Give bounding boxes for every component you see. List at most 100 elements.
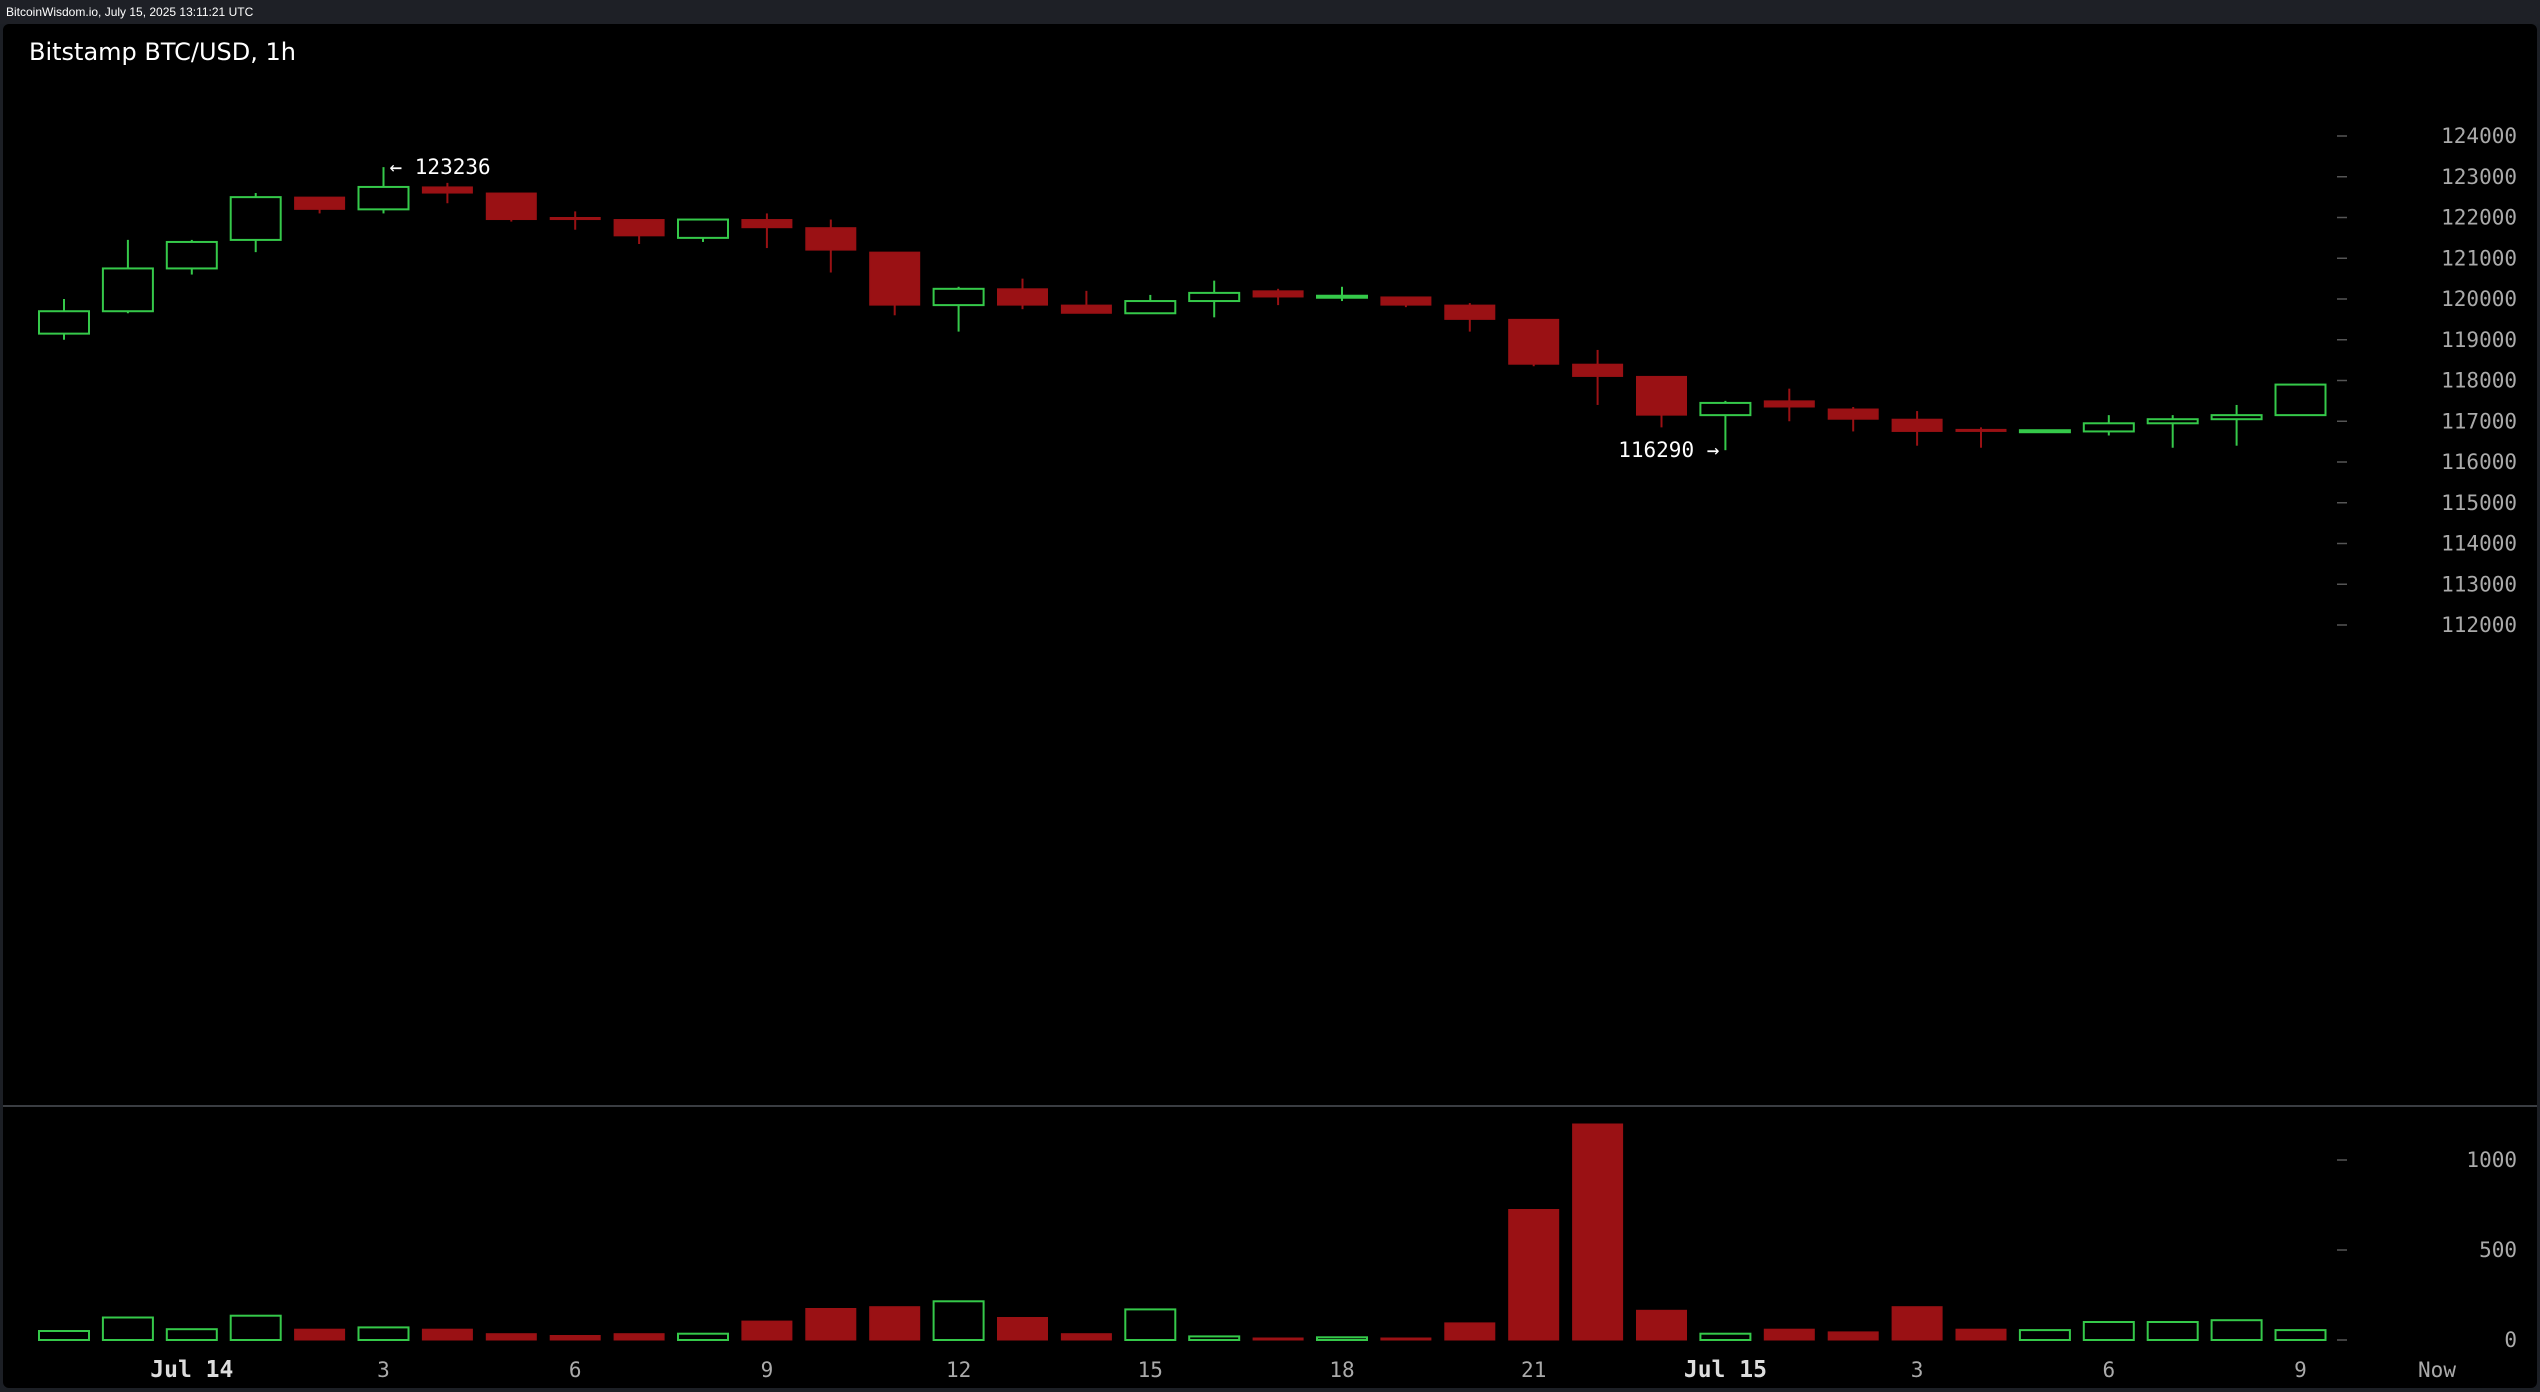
candle-body-up bbox=[1124, 300, 1177, 315]
candle-body-down bbox=[1060, 304, 1112, 314]
candle-body-up bbox=[2018, 429, 2071, 434]
candle-body-down bbox=[1508, 318, 1560, 365]
volume-bar-down bbox=[549, 1335, 601, 1341]
time-tick-label: Jul 14 bbox=[150, 1357, 233, 1383]
volume-bar-up bbox=[677, 1332, 729, 1341]
price-tick-label: 124000 bbox=[2441, 124, 2517, 148]
candle-body-up bbox=[1316, 294, 1368, 299]
candle-body-down bbox=[805, 227, 857, 251]
candle-body-down bbox=[1444, 304, 1496, 320]
volume-bar-up bbox=[2018, 1329, 2071, 1341]
volume-bar-down bbox=[1636, 1309, 1687, 1341]
caption-bar: BitcoinWisdom.io, July 15, 2025 13:11:21… bbox=[0, 0, 2540, 24]
volume-bar-down bbox=[869, 1306, 921, 1341]
chart-panel[interactable]: 112000 113000 114000 115000 116000 117000 1180… bbox=[3, 24, 2537, 1388]
time-tick-label: 12 bbox=[946, 1358, 971, 1382]
volume-bar-down bbox=[997, 1317, 1048, 1341]
candle-body-down bbox=[1380, 296, 1432, 306]
volume-bar-down bbox=[1572, 1123, 1624, 1341]
volume-bar-up bbox=[1316, 1336, 1368, 1342]
price-annotations: ← 123236 116290 → bbox=[390, 155, 1720, 462]
high-price-label: ← 123236 bbox=[390, 155, 491, 179]
volume-bar-down bbox=[421, 1328, 473, 1341]
candle-body-up bbox=[357, 185, 410, 211]
price-tick-label: 112000 bbox=[2441, 613, 2517, 637]
time-tick-label: 3 bbox=[377, 1358, 390, 1382]
time-tick-label: Jul 15 bbox=[1684, 1357, 1767, 1383]
volume-bar-up bbox=[229, 1314, 282, 1341]
price-candles bbox=[38, 167, 2327, 451]
volume-bar-up bbox=[1124, 1308, 1177, 1342]
time-tick-label: 3 bbox=[1911, 1358, 1924, 1382]
volume-bar-up bbox=[2274, 1329, 2327, 1341]
price-axis: 112000 113000 114000 115000 116000 117000 1180… bbox=[2337, 124, 2517, 637]
candlestick-chart[interactable]: 112000 113000 114000 115000 116000 117000 1180… bbox=[3, 24, 2537, 1388]
candle-body-down bbox=[485, 192, 537, 221]
volume-bar-up bbox=[1699, 1332, 1752, 1341]
volume-bar-up bbox=[2082, 1321, 2135, 1341]
candle-body-down bbox=[1636, 375, 1687, 416]
price-tick-label: 122000 bbox=[2441, 206, 2517, 230]
time-tick-label: 15 bbox=[1138, 1358, 1163, 1382]
price-tick-label: 117000 bbox=[2441, 409, 2517, 433]
volume-axis: 0 500 1000 bbox=[2337, 1148, 2517, 1352]
candle-body-down bbox=[1955, 428, 2007, 432]
candle-body-up bbox=[229, 196, 282, 241]
candle-body-up bbox=[2082, 422, 2135, 433]
price-tick-label: 123000 bbox=[2441, 165, 2517, 189]
time-axis: Jul 14 3 6 9 12 15 18 21 Jul 15 3 6 9 Now bbox=[150, 1357, 2456, 1383]
volume-tick-label: 500 bbox=[2479, 1238, 2517, 1262]
volume-bar-up bbox=[38, 1330, 90, 1341]
candle-body-down bbox=[1891, 418, 1943, 432]
price-tick-label: 116000 bbox=[2441, 450, 2517, 474]
volume-bar-up bbox=[1188, 1335, 1241, 1342]
candle-body-up bbox=[101, 267, 154, 313]
price-tick-label: 121000 bbox=[2441, 246, 2517, 270]
volume-bar-up bbox=[2210, 1319, 2263, 1341]
candle-body-up bbox=[165, 240, 218, 270]
price-tick-label: 113000 bbox=[2441, 572, 2517, 596]
volume-bar-down bbox=[1508, 1209, 1560, 1341]
volume-tick-label: 1000 bbox=[2466, 1148, 2517, 1172]
price-tick-label: 115000 bbox=[2441, 491, 2517, 515]
candle-body-down bbox=[294, 196, 346, 210]
volume-bar-up bbox=[165, 1328, 218, 1341]
price-tick-label: 114000 bbox=[2441, 532, 2517, 556]
volume-bar-up bbox=[932, 1300, 985, 1342]
candle-body-up bbox=[1188, 291, 1241, 303]
candle-body-down bbox=[869, 251, 921, 306]
candle-body-up bbox=[1699, 401, 1752, 417]
volume-bar-down bbox=[294, 1328, 346, 1341]
volume-bar-down bbox=[1827, 1331, 1879, 1341]
candle-body-down bbox=[997, 288, 1048, 306]
candle-body-up bbox=[932, 287, 985, 307]
price-tick-label: 118000 bbox=[2441, 369, 2517, 393]
time-tick-label: 18 bbox=[1329, 1358, 1354, 1382]
volume-bar-down bbox=[1763, 1328, 1815, 1341]
volume-bar-down bbox=[485, 1333, 537, 1341]
volume-bars bbox=[38, 1123, 2327, 1342]
chart-title: Bitstamp BTC/USD, 1h bbox=[29, 38, 296, 66]
volume-tick-label: 0 bbox=[2504, 1328, 2517, 1352]
candle-body-up bbox=[677, 218, 729, 239]
candle-body-up bbox=[2210, 414, 2263, 421]
time-tick-label: Now bbox=[2418, 1358, 2456, 1382]
candle-body-down bbox=[1252, 290, 1304, 298]
candle-body-up bbox=[2274, 383, 2327, 417]
volume-bar-up bbox=[357, 1326, 410, 1342]
price-tick-label: 120000 bbox=[2441, 287, 2517, 311]
volume-bar-down bbox=[1380, 1337, 1432, 1341]
low-price-label: 116290 → bbox=[1618, 438, 1719, 462]
time-tick-label: 21 bbox=[1521, 1358, 1546, 1382]
volume-bar-down bbox=[1444, 1322, 1496, 1341]
candle-body-down bbox=[1572, 363, 1624, 377]
price-tick-label: 119000 bbox=[2441, 328, 2517, 352]
volume-bar-down bbox=[1891, 1306, 1943, 1341]
source-caption: BitcoinWisdom.io, July 15, 2025 13:11:21… bbox=[6, 5, 254, 19]
volume-bar-down bbox=[1060, 1333, 1112, 1341]
candle-body-down bbox=[613, 219, 665, 237]
volume-bar-down bbox=[805, 1308, 857, 1341]
volume-bar-up bbox=[2146, 1321, 2199, 1341]
candle-body-down bbox=[741, 219, 793, 229]
